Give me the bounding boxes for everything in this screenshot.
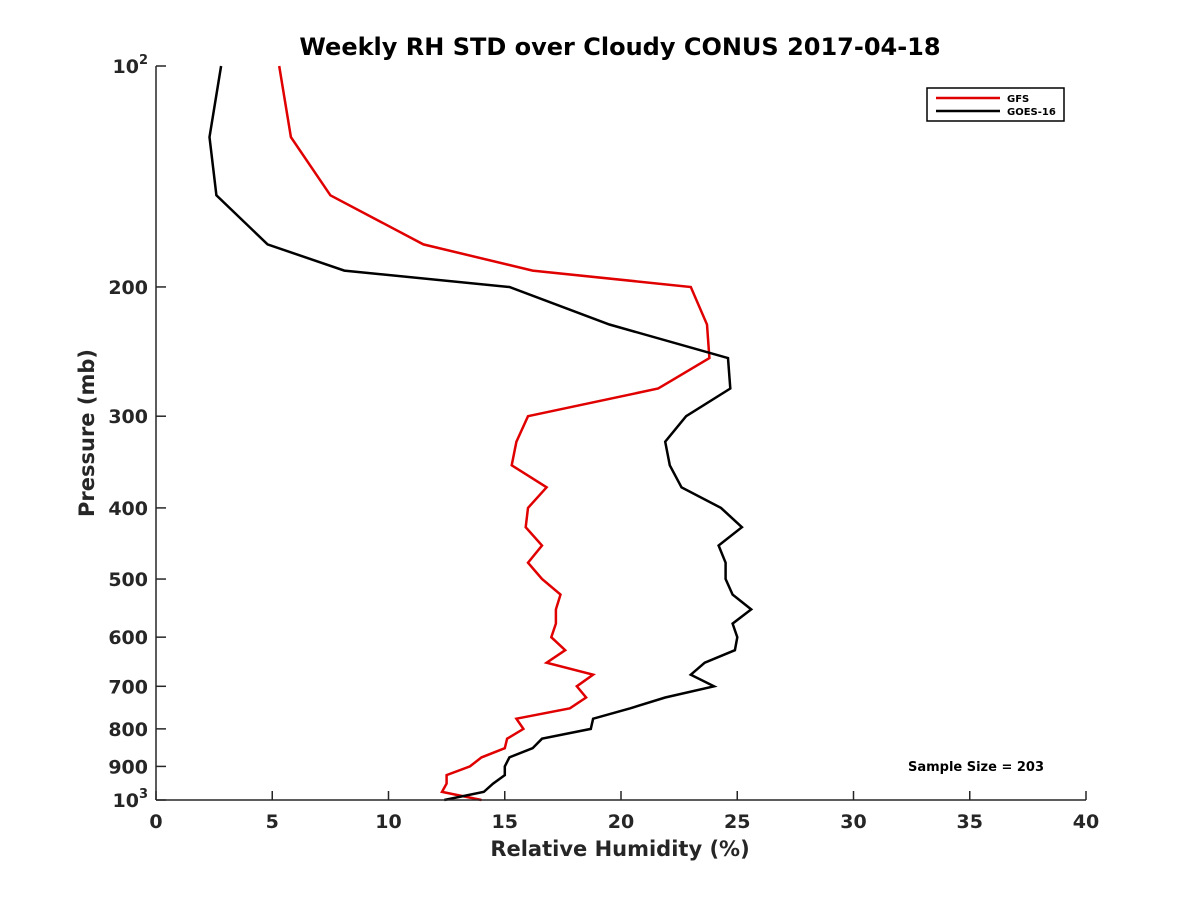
x-tick-label: 30 xyxy=(840,811,866,833)
legend-label: GOES-16 xyxy=(1007,107,1056,118)
y-tick-label: 200 xyxy=(108,277,148,299)
series-layer xyxy=(208,65,754,802)
x-tick-label: 20 xyxy=(608,811,634,833)
x-ticks: 0 5 10 15 20 25 30 35 40 xyxy=(149,791,1099,833)
y-tick-label: 800 xyxy=(108,719,148,741)
y-tick-label: 500 xyxy=(108,569,148,591)
x-tick-label: 15 xyxy=(492,811,518,833)
y-ticks: 102 200 300 400 500 600 700 800 900 103 xyxy=(108,53,166,812)
y-tick-label: 103 xyxy=(113,787,149,812)
y-tick-label: 102 xyxy=(113,53,149,78)
legend: GFS GOES-16 xyxy=(926,87,1065,122)
x-tick-label: 40 xyxy=(1073,811,1099,833)
legend-box xyxy=(926,87,1065,122)
legend-label: GFS xyxy=(1007,94,1029,105)
y-tick-label: 900 xyxy=(108,756,148,778)
x-tick-label: 25 xyxy=(724,811,750,833)
axes-layer xyxy=(155,66,1086,801)
y-axis-label: Pressure (mb) xyxy=(75,349,99,517)
chart-title: Weekly RH STD over Cloudy CONUS 2017-04-… xyxy=(299,33,940,61)
x-tick-label: 10 xyxy=(375,811,401,833)
series-line-goes-16 xyxy=(208,65,754,802)
series-line-gfs xyxy=(277,65,711,802)
y-tick-label: 300 xyxy=(108,406,148,428)
sample-size-annotation: Sample Size = 203 xyxy=(908,760,1044,775)
x-tick-label: 35 xyxy=(957,811,983,833)
x-tick-label: 0 xyxy=(149,811,162,833)
x-axis-label: Relative Humidity (%) xyxy=(490,837,749,861)
y-tick-label: 400 xyxy=(108,498,148,520)
x-tick-label: 5 xyxy=(266,811,279,833)
y-tick-label: 600 xyxy=(108,627,148,649)
y-tick-label: 700 xyxy=(108,676,148,698)
